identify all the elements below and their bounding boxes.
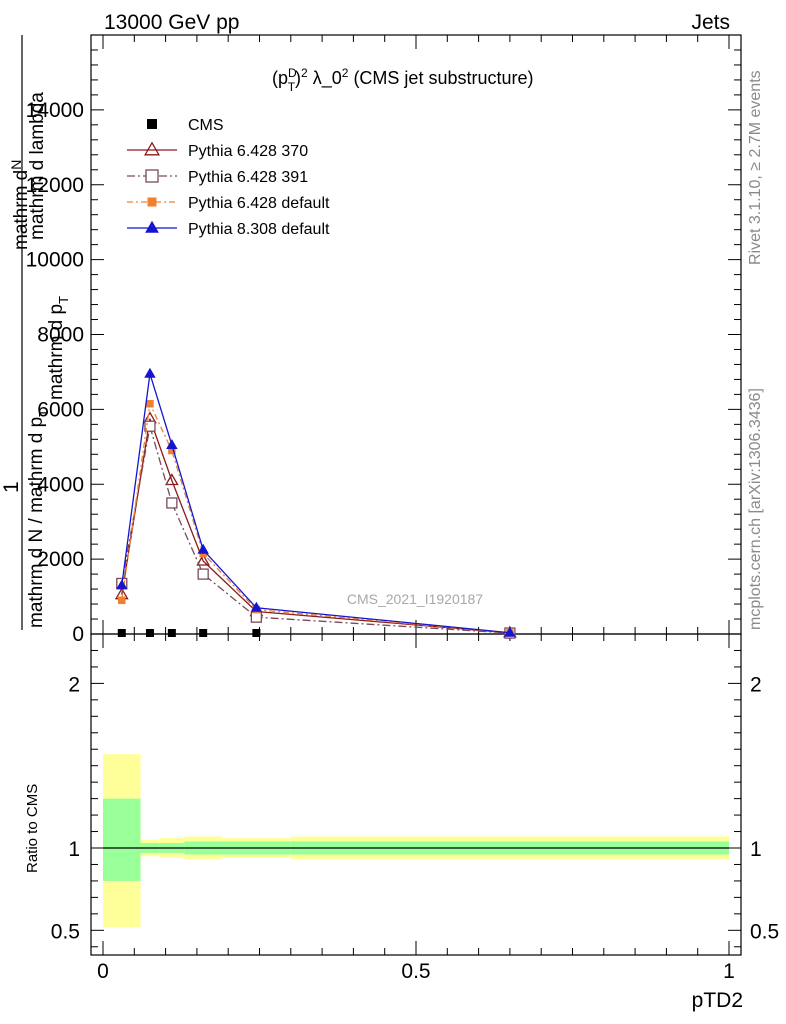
series-0 xyxy=(117,629,514,637)
series-point xyxy=(197,543,209,554)
legend-marker xyxy=(147,197,157,207)
x-tick-label: 0 xyxy=(97,960,109,983)
rivet-label: Rivet 3.1.10, ≥ 2.7M events xyxy=(747,70,764,265)
legend-label: CMS xyxy=(188,117,224,134)
y-tick-label: 4000 xyxy=(37,473,84,496)
legend-item: CMS xyxy=(147,117,224,134)
x-tick-label: 1 xyxy=(723,960,735,983)
series-point xyxy=(144,420,156,432)
ratio-tick-label-left: 1 xyxy=(68,838,80,861)
series-point xyxy=(197,568,209,580)
main-ylabel: mathrm dN 1 mathrm d N / mathrm d pT mat… xyxy=(0,35,71,630)
series-point xyxy=(196,553,211,566)
ylabel-right-2: mathrm d lambda xyxy=(27,92,48,240)
header-right: Jets xyxy=(691,11,730,34)
y-tick-label: 8000 xyxy=(37,324,84,347)
series-point xyxy=(146,400,154,408)
series-point xyxy=(250,611,263,623)
ylabel-right-1: mathrm d pT xyxy=(46,296,71,400)
legend-label: Pythia 6.428 370 xyxy=(188,143,308,160)
series-point xyxy=(168,446,176,455)
watermark: CMS_2021_I1920187 xyxy=(347,591,483,607)
x-tick-label: 0.5 xyxy=(401,960,430,983)
y-tick-label: 10000 xyxy=(26,249,84,272)
cms-point xyxy=(199,629,208,637)
legend-marker xyxy=(143,141,161,156)
cms-point xyxy=(167,629,176,637)
cms-point xyxy=(252,629,261,637)
y-tick-label: 14000 xyxy=(26,99,84,122)
legend-label: Pythia 6.428 391 xyxy=(188,169,308,186)
series-line xyxy=(121,373,510,634)
ratio-frame xyxy=(90,633,742,956)
series-line xyxy=(121,401,510,634)
legend-item: Pythia 6.428 391 xyxy=(127,169,308,186)
legend-label: Pythia 6.428 default xyxy=(188,195,330,212)
ylabel-left-big: 1 xyxy=(0,481,23,493)
series-point xyxy=(250,601,263,612)
y-tick-label: 6000 xyxy=(37,398,84,421)
y-tick-label: 12000 xyxy=(26,174,84,197)
y-tick-label: 2000 xyxy=(37,548,84,571)
mcplots-label: mcplots.cern.ch [arXiv:1306.3436] xyxy=(747,388,764,630)
series-point xyxy=(166,438,178,449)
series-point xyxy=(166,497,178,509)
series-point xyxy=(504,626,516,637)
ratio-tick-label-left: 2 xyxy=(68,673,80,696)
ratio-tick-label-right: 2 xyxy=(750,673,762,696)
main-axes: 0 2000 4000 6000 8000 10000 12000 14000 xyxy=(26,34,742,646)
ratio-bands xyxy=(103,754,729,928)
xlabel: pTD2 xyxy=(692,989,743,1012)
legend-item: Pythia 6.428 default xyxy=(127,195,330,212)
series-point xyxy=(116,579,128,590)
cms-point xyxy=(145,629,154,637)
ratio-tick-label-left: 0.5 xyxy=(51,920,80,943)
series-line xyxy=(121,418,510,634)
cms-point xyxy=(117,629,126,637)
ratio-axes: 0.5 0.5 1 1 2 2 0 0.5 1 xyxy=(51,633,779,983)
ratio-tick-label-right: 1 xyxy=(750,838,762,861)
series-point xyxy=(164,473,179,486)
legend: CMS Pythia 6.428 370 Pythia 6.428 391 Pythi… xyxy=(127,117,330,238)
legend-marker xyxy=(145,220,159,233)
legend-item: Pythia 8.308 default xyxy=(127,220,330,238)
series-point xyxy=(118,596,126,605)
legend-marker xyxy=(147,119,157,129)
chart-title: (pD T)2 λ_02 (CMS jet substructure) xyxy=(272,66,533,94)
ratio-ylabel: Ratio to CMS xyxy=(24,784,41,873)
ylabel-left-3: mathrm d N / mathrm d pT xyxy=(26,409,51,628)
legend-marker xyxy=(145,169,159,183)
legend-label: Pythia 8.308 default xyxy=(188,221,330,238)
header-left: 13000 GeV pp xyxy=(104,11,239,34)
series-line xyxy=(121,426,510,634)
ratio-tick-label-right: 0.5 xyxy=(750,920,779,943)
legend-item: Pythia 6.428 370 xyxy=(127,141,308,160)
series-4 xyxy=(116,367,516,637)
y-tick-label: 0 xyxy=(72,623,84,646)
series-layer xyxy=(114,367,517,639)
ratio-band-green-0 xyxy=(103,798,141,881)
series-point xyxy=(144,367,156,378)
